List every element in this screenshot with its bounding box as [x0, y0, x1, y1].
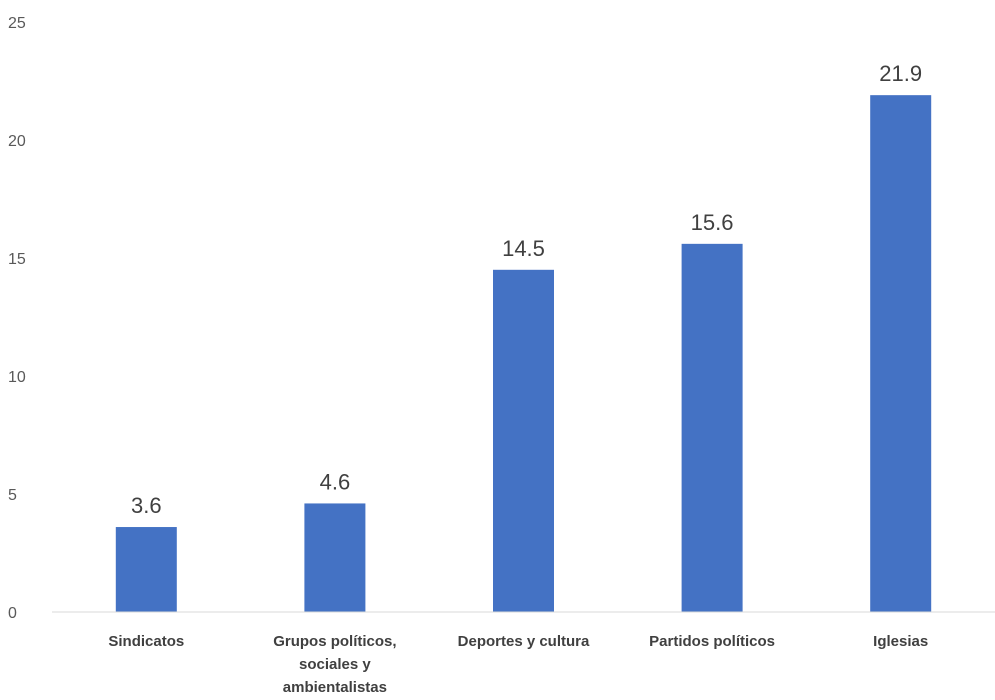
bar-value-label: 15.6	[691, 210, 734, 235]
y-tick-label: 0	[8, 605, 17, 622]
x-category-label-line: Sindicatos	[108, 633, 184, 650]
y-tick-label: 25	[8, 15, 26, 32]
y-tick-label: 10	[8, 369, 26, 386]
x-category-label: Deportes y cultura	[458, 633, 590, 650]
bar-value-label: 3.6	[131, 493, 162, 518]
bar-value-label: 14.5	[502, 236, 545, 261]
bar	[681, 243, 743, 612]
y-tick-label: 5	[8, 487, 17, 504]
x-category-label: Iglesias	[873, 633, 928, 650]
x-category-label: Sindicatos	[108, 633, 184, 650]
x-category-label-line: Partidos políticos	[649, 633, 775, 650]
bar-value-label: 4.6	[320, 469, 351, 494]
x-axis-category-labels: Sindicatos Grupos políticos, sociales y amb…	[108, 633, 928, 696]
bars	[115, 95, 932, 612]
x-category-label-line: sociales y	[299, 656, 371, 673]
x-category-label-line: ambientalistas	[283, 679, 387, 696]
bar	[304, 503, 366, 612]
bar	[115, 527, 177, 612]
bar	[870, 95, 932, 612]
y-axis: 0 5 10 15 20 25	[8, 15, 26, 622]
y-tick-label: 15	[8, 251, 26, 268]
x-category-label-line: Deportes y cultura	[458, 633, 590, 650]
data-labels: 3.6 4.6 14.5 15.6 21.9	[131, 61, 922, 518]
x-category-label-line: Iglesias	[873, 633, 928, 650]
x-category-label-line: Grupos políticos,	[273, 633, 396, 650]
x-category-label: Grupos políticos, sociales y ambientalista…	[273, 633, 396, 696]
x-category-label: Partidos políticos	[649, 633, 775, 650]
bar-value-label: 21.9	[879, 61, 922, 86]
bar	[493, 269, 554, 612]
y-tick-label: 20	[8, 133, 26, 150]
